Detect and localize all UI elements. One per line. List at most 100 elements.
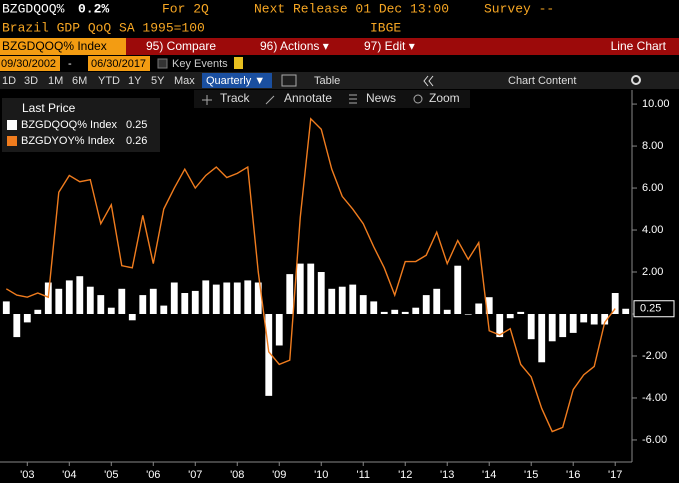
menu-bar [126, 38, 679, 55]
chart-tools [194, 90, 470, 108]
bar [475, 303, 483, 314]
line [5, 117, 616, 433]
bar [233, 282, 241, 314]
range-button[interactable]: YTD [98, 75, 120, 87]
bar [65, 280, 73, 314]
bar [548, 313, 556, 342]
legend-label: BZGDYOY% Index [21, 135, 115, 147]
menu-item[interactable]: 97) Edit ▾ [364, 39, 415, 53]
bar [55, 288, 63, 314]
bar [265, 313, 273, 396]
source: IBGE [370, 20, 401, 35]
start-date[interactable]: 09/30/2002 [1, 58, 56, 70]
range-button[interactable]: 5Y [151, 75, 165, 87]
range-button[interactable]: 1M [48, 75, 63, 87]
bar [422, 295, 430, 314]
bar [191, 290, 199, 314]
chart-kind[interactable]: Line Chart [611, 39, 667, 53]
end-date-box[interactable] [88, 56, 150, 71]
legend-value: 0.25 [126, 119, 147, 131]
tool[interactable]: Zoom [429, 91, 460, 105]
y-tick-label: 2.00 [642, 266, 663, 278]
period: For 2Q [162, 1, 209, 16]
bar [44, 282, 52, 314]
bar [464, 313, 472, 315]
bar [590, 313, 598, 325]
bar [443, 309, 451, 314]
bar [254, 282, 262, 314]
y-tick-label: 4.00 [642, 224, 663, 236]
bar [359, 295, 367, 314]
survey: Survey -- [484, 1, 554, 16]
bar [454, 265, 462, 314]
bar [97, 295, 105, 314]
range-button[interactable]: 6M [72, 75, 87, 87]
x-tick-label: '17 [608, 469, 622, 481]
legend-value: 0.26 [126, 135, 147, 147]
bar [118, 288, 126, 314]
x-tick-label: '12 [398, 469, 412, 481]
zoom-icon [413, 94, 423, 104]
bar [107, 307, 115, 314]
bar [328, 288, 336, 314]
news-icon [349, 94, 357, 104]
bar [569, 313, 577, 333]
key-events-checkbox[interactable] [157, 58, 168, 69]
key-events-icon [234, 57, 243, 69]
bar [170, 282, 178, 314]
key-events[interactable]: Key Events [172, 58, 228, 70]
x-tick-label: '03 [20, 469, 34, 481]
bar [13, 313, 21, 338]
menu-item[interactable]: 95) Compare [146, 39, 216, 53]
bar [580, 313, 588, 323]
bar [622, 308, 630, 314]
bar [212, 284, 220, 314]
collapse-icon[interactable] [423, 75, 434, 87]
tool[interactable]: News [366, 91, 396, 105]
tool[interactable]: Track [220, 91, 251, 105]
x-tick-label: '06 [146, 469, 160, 481]
description: Brazil GDP QoQ SA 1995=100 [2, 20, 205, 35]
security-box[interactable] [0, 38, 126, 55]
bar [559, 313, 567, 338]
bar [202, 280, 210, 314]
y-tick-label: -4.00 [642, 392, 667, 404]
frequency[interactable]: Quarterly ▼ [206, 75, 265, 87]
x-tick-label: '04 [62, 469, 76, 481]
settings-icon[interactable] [631, 75, 641, 85]
bar [275, 313, 283, 346]
security[interactable]: BZGDQOQ% Index [2, 39, 107, 53]
frequency-box[interactable] [202, 73, 272, 88]
range-button[interactable]: Max [174, 75, 195, 87]
bar [601, 313, 609, 325]
bar [401, 311, 409, 314]
bar [611, 293, 619, 314]
range-button[interactable]: 1D [2, 75, 16, 87]
x-tick-label: '13 [440, 469, 454, 481]
range-button[interactable]: 1Y [128, 75, 142, 87]
legend-swatch [7, 136, 17, 146]
bar [128, 313, 136, 321]
bar [286, 274, 294, 314]
end-date[interactable]: 06/30/2017 [91, 58, 146, 70]
range-button[interactable]: 3D [24, 75, 38, 87]
y-tick-label: -2.00 [642, 350, 667, 362]
chart-content[interactable]: Chart Content [508, 75, 576, 87]
bar [2, 301, 10, 314]
legend-label: BZGDQOQ% Index [21, 119, 117, 131]
bar [139, 295, 147, 314]
date-separator: - [68, 58, 72, 70]
ticker: BZGDQOQ% [2, 1, 65, 16]
bar [485, 297, 493, 314]
bar [181, 293, 189, 314]
table-button[interactable]: Table [314, 75, 340, 87]
tool[interactable]: Annotate [284, 91, 332, 105]
chart-icon[interactable] [281, 74, 297, 87]
x-tick-label: '10 [314, 469, 328, 481]
menu-item[interactable]: 96) Actions ▾ [260, 39, 329, 53]
bar [244, 280, 252, 314]
y-tick-label: 10.00 [642, 98, 670, 110]
start-date-box[interactable] [0, 56, 60, 71]
bar [86, 286, 94, 314]
